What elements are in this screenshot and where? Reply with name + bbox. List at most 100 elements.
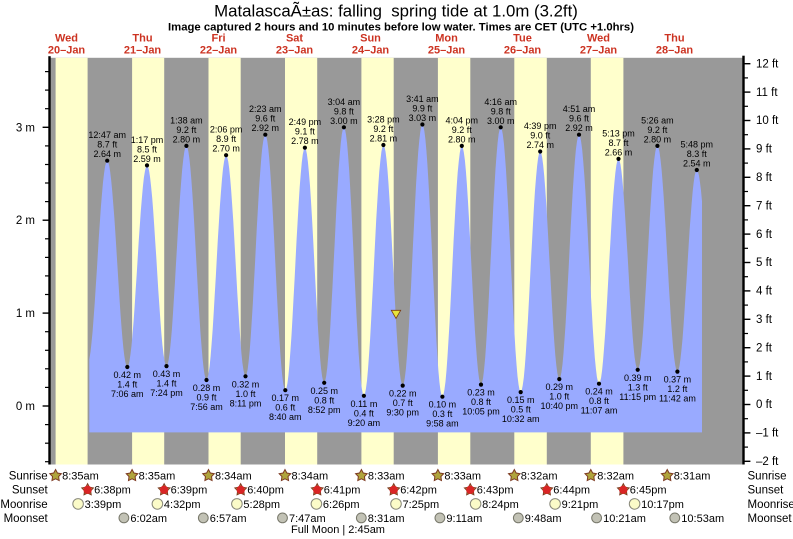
svg-text:3:04 am: 3:04 am	[328, 97, 361, 107]
svg-text:6:02am: 6:02am	[130, 513, 167, 525]
svg-text:8:32am: 8:32am	[521, 471, 558, 483]
svg-text:4:16 am: 4:16 am	[484, 97, 517, 107]
svg-text:2:06 pm: 2:06 pm	[210, 125, 243, 135]
svg-text:0.39 m: 0.39 m	[624, 373, 652, 383]
svg-text:2 ft: 2 ft	[756, 342, 773, 354]
svg-text:Thu: Thu	[664, 32, 684, 44]
svg-text:Full Moon | 2:45am: Full Moon | 2:45am	[291, 524, 385, 536]
svg-text:8.7 ft: 8.7 ft	[608, 138, 629, 148]
svg-text:4:51 am: 4:51 am	[563, 104, 596, 114]
svg-text:0.37 m: 0.37 m	[664, 375, 692, 385]
svg-text:7:47am: 7:47am	[289, 513, 326, 525]
svg-text:9.2 ft: 9.2 ft	[452, 125, 473, 135]
svg-text:8:33am: 8:33am	[368, 471, 405, 483]
svg-text:2.80 m: 2.80 m	[173, 134, 201, 144]
svg-text:Wed: Wed	[587, 32, 610, 44]
svg-text:5:48 pm: 5:48 pm	[681, 140, 714, 150]
svg-text:0.25 m: 0.25 m	[310, 386, 338, 396]
svg-text:–1 ft: –1 ft	[756, 428, 779, 440]
svg-text:7 ft: 7 ft	[756, 200, 773, 212]
svg-text:Sunset: Sunset	[12, 485, 49, 497]
svg-text:6:44pm: 6:44pm	[553, 485, 590, 497]
svg-text:6:57am: 6:57am	[210, 513, 247, 525]
svg-text:9.6 ft: 9.6 ft	[569, 114, 590, 124]
svg-text:6:38pm: 6:38pm	[94, 485, 131, 497]
svg-text:Tue: Tue	[513, 32, 532, 44]
svg-text:0.23 m: 0.23 m	[467, 388, 495, 398]
svg-text:0.5 ft: 0.5 ft	[511, 405, 532, 415]
svg-text:4 ft: 4 ft	[756, 286, 773, 298]
svg-text:9.9 ft: 9.9 ft	[412, 104, 433, 114]
svg-text:5:13 pm: 5:13 pm	[602, 128, 635, 138]
svg-text:8:31am: 8:31am	[674, 471, 711, 483]
svg-text:Moonrise: Moonrise	[0, 499, 47, 511]
svg-text:2.70 m: 2.70 m	[212, 144, 240, 154]
svg-text:1.0 ft: 1.0 ft	[549, 392, 570, 402]
svg-text:8.3 ft: 8.3 ft	[687, 149, 708, 159]
svg-text:1.4 ft: 1.4 ft	[117, 380, 138, 390]
svg-text:6:43pm: 6:43pm	[477, 485, 514, 497]
svg-text:2.92 m: 2.92 m	[252, 123, 280, 133]
svg-text:7:56 am: 7:56 am	[190, 402, 223, 412]
svg-text:4:04 pm: 4:04 pm	[446, 115, 479, 125]
svg-text:8:31am: 8:31am	[368, 513, 405, 525]
svg-text:9.2 ft: 9.2 ft	[647, 125, 668, 135]
svg-text:Moonset: Moonset	[748, 513, 793, 525]
svg-text:0.15 m: 0.15 m	[507, 395, 535, 405]
svg-text:2.54 m: 2.54 m	[683, 159, 711, 169]
svg-text:0.8 ft: 0.8 ft	[589, 396, 610, 406]
svg-text:20–Jan: 20–Jan	[48, 44, 86, 56]
svg-text:2 m: 2 m	[16, 215, 35, 227]
svg-text:6:41pm: 6:41pm	[324, 485, 361, 497]
svg-text:8.7 ft: 8.7 ft	[97, 140, 118, 150]
svg-text:8:52 pm: 8:52 pm	[308, 405, 341, 415]
svg-text:Fri: Fri	[211, 32, 225, 44]
svg-text:9:21pm: 9:21pm	[562, 499, 599, 511]
svg-text:23–Jan: 23–Jan	[276, 44, 314, 56]
svg-text:Sun: Sun	[360, 32, 381, 44]
svg-text:2.80 m: 2.80 m	[644, 134, 672, 144]
svg-text:Thu: Thu	[132, 32, 152, 44]
svg-text:3 ft: 3 ft	[756, 314, 773, 326]
svg-text:2:23 am: 2:23 am	[249, 104, 282, 114]
svg-text:10:32 am: 10:32 am	[502, 414, 540, 424]
svg-text:0 m: 0 m	[16, 401, 35, 413]
svg-text:8:32am: 8:32am	[597, 471, 634, 483]
svg-text:1.0 ft: 1.0 ft	[235, 389, 256, 399]
svg-text:0.32 m: 0.32 m	[232, 379, 260, 389]
svg-text:3:39pm: 3:39pm	[85, 499, 122, 511]
svg-text:8 ft: 8 ft	[756, 172, 773, 184]
svg-text:2.66 m: 2.66 m	[605, 147, 633, 157]
svg-text:8:34am: 8:34am	[215, 471, 252, 483]
svg-text:0.6 ft: 0.6 ft	[275, 403, 296, 413]
svg-text:5 ft: 5 ft	[756, 257, 773, 269]
svg-text:0.29 m: 0.29 m	[546, 382, 574, 392]
svg-text:6:26pm: 6:26pm	[323, 499, 360, 511]
svg-text:5:28pm: 5:28pm	[243, 499, 280, 511]
svg-text:Moonrise: Moonrise	[748, 499, 793, 511]
svg-text:2:49 pm: 2:49 pm	[289, 117, 322, 127]
svg-text:10:53am: 10:53am	[681, 513, 724, 525]
svg-text:3:28 pm: 3:28 pm	[367, 115, 400, 125]
svg-text:10:05 pm: 10:05 pm	[462, 407, 500, 417]
svg-text:7:24 pm: 7:24 pm	[150, 388, 183, 398]
svg-text:6:42pm: 6:42pm	[400, 485, 437, 497]
svg-text:8:35am: 8:35am	[62, 471, 99, 483]
svg-text:Wed: Wed	[55, 32, 78, 44]
svg-text:0.11 m: 0.11 m	[350, 399, 377, 409]
svg-text:3 m: 3 m	[16, 122, 35, 134]
svg-text:9:30 pm: 9:30 pm	[386, 408, 419, 418]
svg-text:8.9 ft: 8.9 ft	[216, 134, 237, 144]
svg-text:Moonset: Moonset	[4, 513, 49, 525]
svg-text:1:17 pm: 1:17 pm	[131, 135, 164, 145]
svg-text:2.64 m: 2.64 m	[93, 149, 121, 159]
svg-text:27–Jan: 27–Jan	[580, 44, 618, 56]
svg-text:2.59 m: 2.59 m	[133, 154, 161, 164]
svg-text:9.2 ft: 9.2 ft	[373, 124, 394, 134]
svg-text:–2 ft: –2 ft	[756, 456, 779, 468]
svg-text:7:06 am: 7:06 am	[111, 389, 144, 399]
svg-text:1 m: 1 m	[16, 308, 35, 320]
svg-text:3.03 m: 3.03 m	[409, 113, 437, 123]
svg-text:12 ft: 12 ft	[756, 58, 779, 70]
svg-text:12:47 am: 12:47 am	[88, 130, 126, 140]
